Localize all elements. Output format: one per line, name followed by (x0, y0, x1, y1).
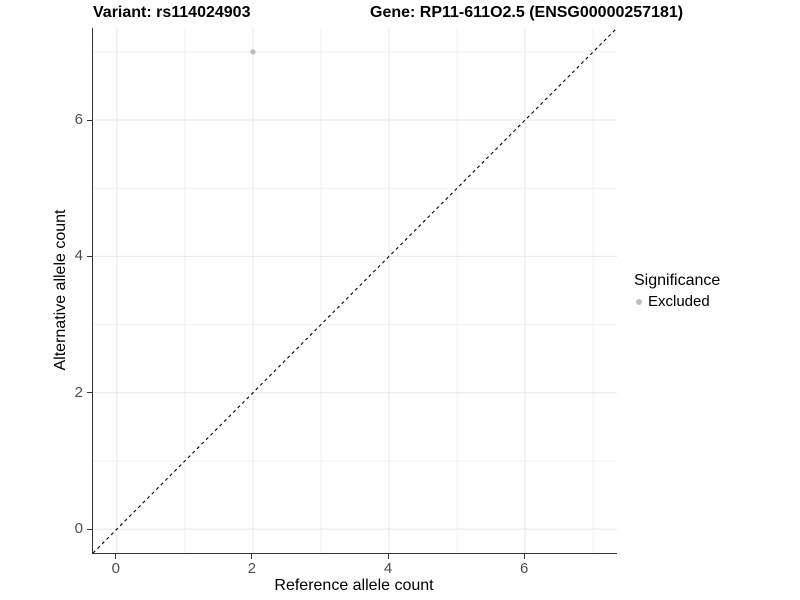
y-tick-mark (87, 255, 92, 257)
x-axis-title: Reference allele count (274, 577, 434, 594)
plot-panel (92, 28, 617, 554)
x-tick-mark (251, 554, 253, 559)
x-tick-label: 0 (111, 560, 120, 577)
identity-line (93, 28, 617, 553)
y-tick-mark (87, 119, 92, 121)
x-tick-mark (115, 554, 117, 559)
legend-title: Significance (634, 272, 721, 289)
y-tick-label: 4 (74, 247, 83, 265)
x-tick-label: 2 (247, 560, 257, 577)
variant-title: Variant: rs114024903 (93, 4, 251, 21)
y-tick-label: 6 (74, 111, 83, 129)
data-point (250, 49, 256, 55)
y-tick-mark (87, 392, 92, 394)
y-tick-mark (87, 528, 92, 530)
y-axis-title: Alternative allele count (52, 209, 69, 371)
plot-canvas (93, 28, 617, 553)
gene-title: Gene: RP11-611O2.5 (ENSG00000257181) (370, 4, 684, 21)
y-tick-label: 0 (74, 520, 83, 538)
x-tick-label: 6 (519, 560, 529, 577)
x-tick-mark (387, 554, 389, 559)
legend-item-label: Excluded (648, 293, 710, 310)
legend-item-excluded: Excluded (631, 293, 720, 310)
x-tick-label: 4 (383, 560, 393, 577)
excluded-point-icon (635, 298, 642, 305)
y-tick-label: 2 (74, 383, 83, 401)
legend-key (631, 294, 646, 309)
legend: Significance Excluded (631, 272, 720, 310)
x-tick-mark (523, 554, 525, 559)
